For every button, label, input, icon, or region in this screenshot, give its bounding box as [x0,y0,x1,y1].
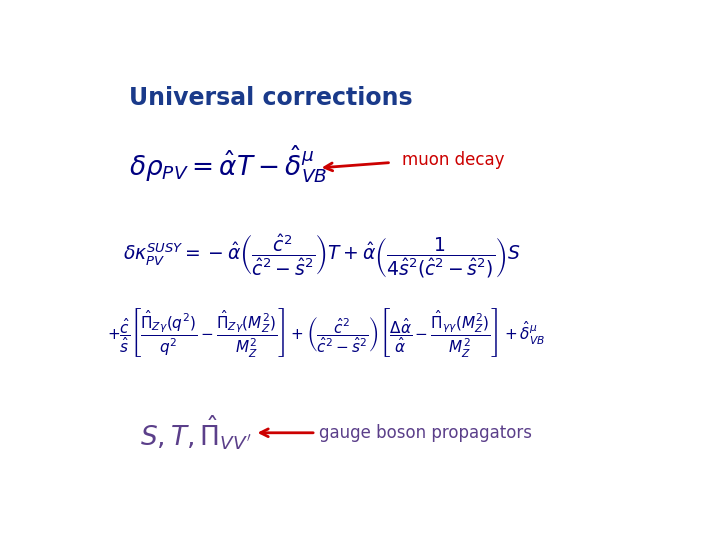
Text: muon decay: muon decay [402,151,505,170]
Text: $S, T, \hat{\Pi}_{VV'}$: $S, T, \hat{\Pi}_{VV'}$ [140,414,252,452]
Text: Universal corrections: Universal corrections [129,85,413,110]
Text: $+\dfrac{\hat{c}}{\hat{s}}\left[\dfrac{\hat{\Pi}_{Z\gamma}(q^2)}{q^2} - \dfrac{\: $+\dfrac{\hat{c}}{\hat{s}}\left[\dfrac{\… [107,307,545,360]
Text: gauge boson propagators: gauge boson propagators [319,424,532,442]
Text: $\delta\rho_{PV} = \hat{\alpha}T - \hat{\delta}^{\mu}_{VB}$: $\delta\rho_{PV} = \hat{\alpha}T - \hat{… [129,144,328,186]
Text: $\delta\kappa^{SUSY}_{PV} = -\hat{\alpha}\left(\dfrac{\hat{c}^2}{\hat{c}^2 - \ha: $\delta\kappa^{SUSY}_{PV} = -\hat{\alpha… [124,232,521,280]
